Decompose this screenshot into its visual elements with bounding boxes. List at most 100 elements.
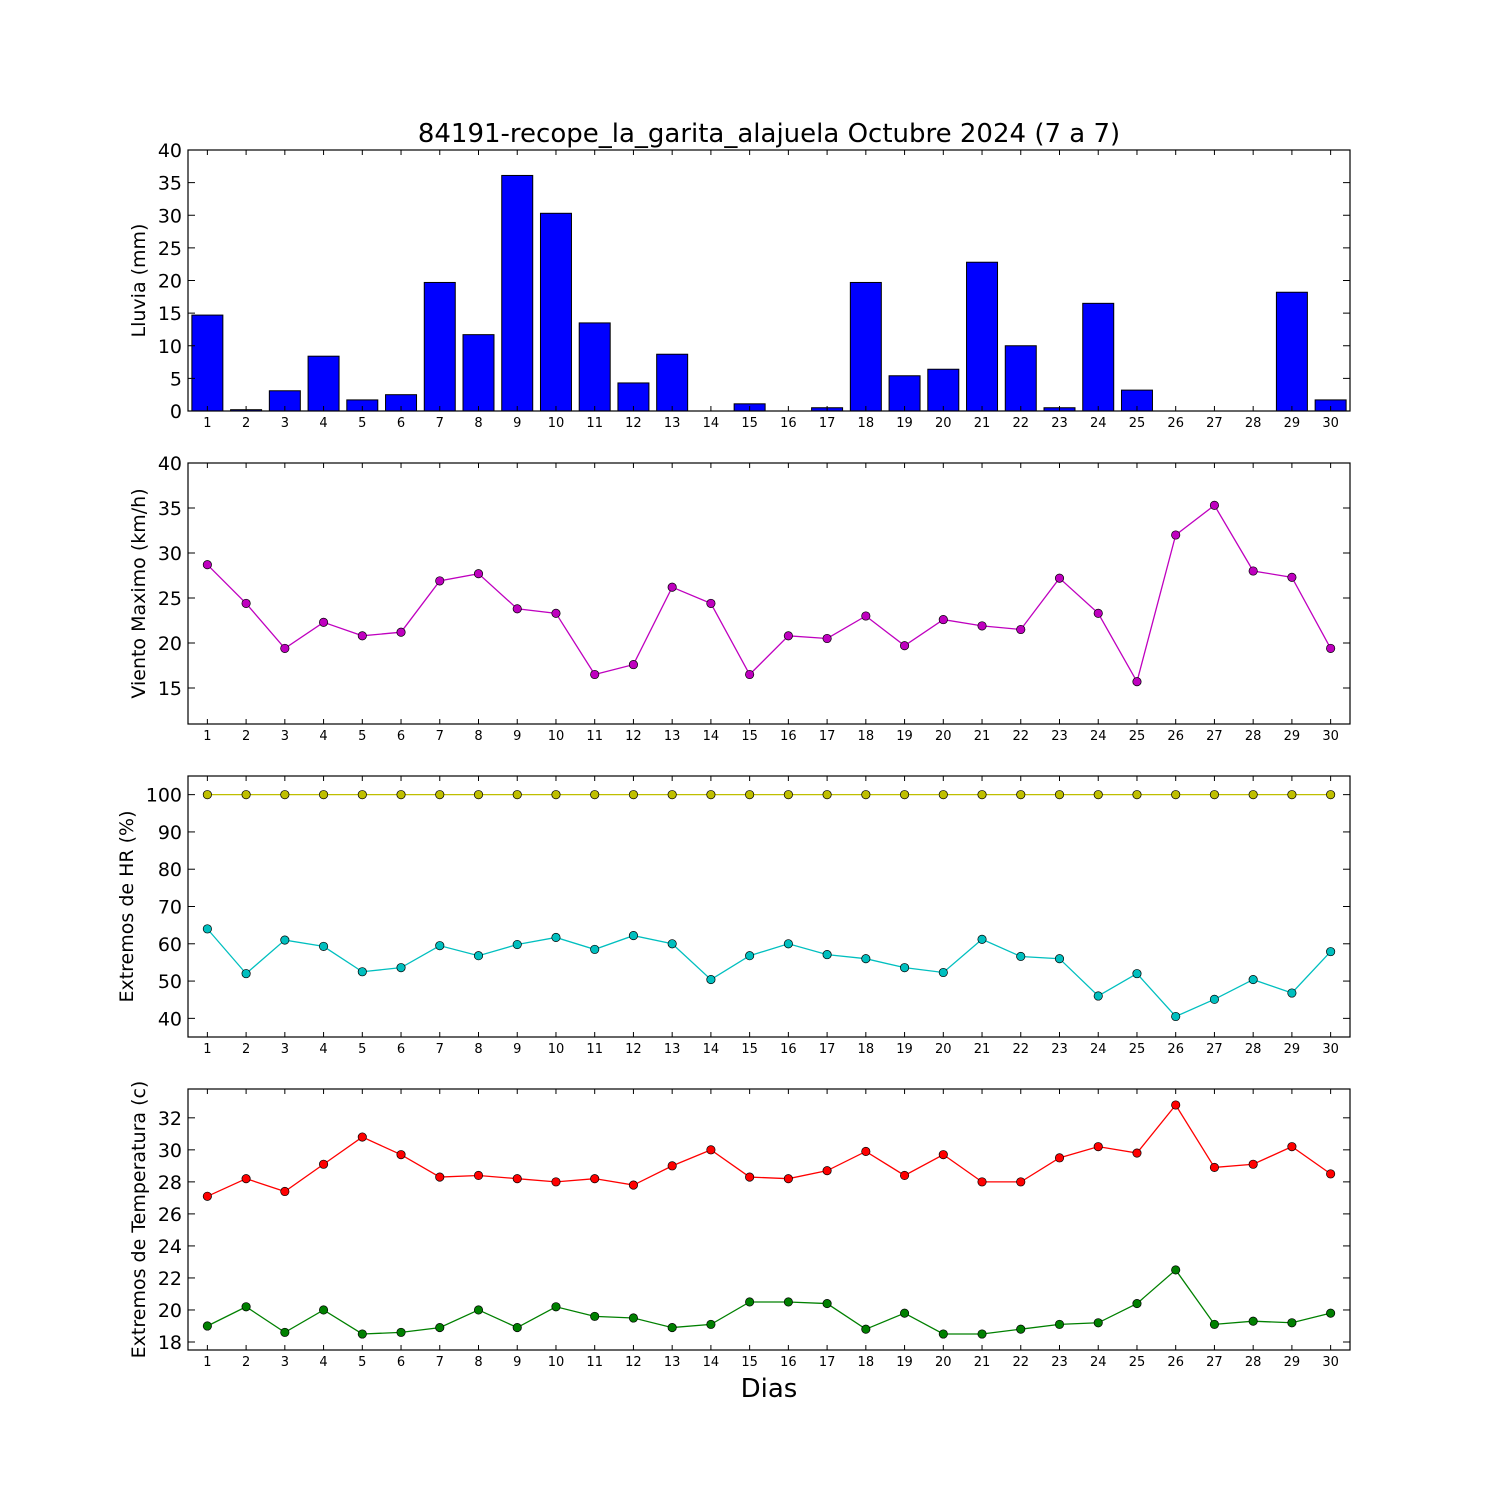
data-point [396,1327,406,1337]
data-point [357,631,367,641]
y-tick-label: 24 [158,1236,182,1258]
x-tick-label: 18 [858,729,875,744]
data-point [202,790,212,800]
x-tick-label: 23 [1051,729,1068,744]
x-tick-label: 7 [436,1042,444,1057]
data-point [706,790,716,800]
x-tick-label: 25 [1129,416,1146,431]
x-tick-label: 25 [1129,1042,1146,1057]
y-axis-label: Viento Maximo (km/h) [128,488,150,698]
x-tick-label: 22 [1012,729,1029,744]
x-tick-label: 17 [819,1355,836,1370]
x-tick-label: 7 [436,1355,444,1370]
x-tick-label: 27 [1206,1355,1223,1370]
data-point [1054,790,1065,800]
y-tick-label: 30 [158,1140,182,1162]
x-tick-label: 21 [974,1355,991,1370]
data-point [1248,1159,1258,1169]
data-point [1016,951,1026,962]
x-tick-label: 3 [281,729,289,744]
x-tick-label: 9 [513,416,521,431]
data-point [396,627,406,637]
y-tick-label: 20 [158,271,182,293]
data-point [977,1329,987,1339]
x-tick-label: 12 [625,1355,642,1370]
y-tick-label: 100 [146,785,182,807]
data-point [822,1299,832,1309]
x-tick-label: 1 [203,416,211,431]
max-wind-panel: 1 2 3 4 5 6 7 8 9 10 11 12 13 14 15 16 17 18 19 20 21 22 23 24 2… [128,453,1351,744]
data-point [512,790,522,800]
x-tick-label: 8 [474,729,482,744]
data-point [1054,1153,1065,1163]
y-tick-label: 25 [158,588,182,610]
x-tick-label: 15 [741,729,758,744]
series-line [207,1268,1331,1335]
data-point [241,969,251,979]
data-point [1093,608,1103,618]
data-point [435,1172,445,1182]
data-point [1093,1142,1103,1152]
x-tick-label: 14 [703,1355,720,1370]
x-tick-label: 29 [1284,729,1301,744]
x-tick-label: 25 [1129,729,1146,744]
x-tick-label: 21 [974,1042,991,1057]
data-point [357,790,367,800]
data-point [900,1308,910,1318]
data-point [512,604,522,614]
data-point [512,1323,522,1333]
data-point [1287,988,1297,998]
x-tick-label: 9 [513,729,521,744]
data-point [900,790,910,800]
x-tick-label: 4 [319,416,327,431]
x-tick-label: 6 [397,1355,405,1370]
data-point [280,790,290,800]
x-tick-label: 13 [664,1355,681,1370]
data-point [319,941,329,951]
data-point [861,1324,871,1334]
data-point [280,935,290,945]
x-tick-label: 12 [625,729,642,744]
data-point [1132,1148,1142,1158]
y-tick-label: 5 [170,368,182,390]
x-tick-label: 28 [1245,1355,1262,1370]
data-point [667,1323,677,1333]
x-tick-label: 23 [1051,1355,1068,1370]
x-tick-label: 10 [548,729,565,744]
data-point [706,598,716,608]
data-point [1287,1142,1297,1152]
data-point [1093,790,1103,800]
y-tick-label: 40 [158,1008,182,1030]
plot-frame [187,775,1351,1038]
y-tick-label: 90 [158,822,182,844]
data-point [1326,1308,1336,1318]
rainfall-bar [539,212,572,412]
y-tick-label: 15 [158,678,182,700]
x-tick-label: 18 [858,1042,875,1057]
x-tick-label: 16 [780,416,797,431]
data-point [241,1302,251,1312]
data-point [202,1321,212,1331]
y-tick-label: 50 [158,971,182,993]
x-tick-label: 22 [1012,416,1029,431]
x-tick-label: 17 [819,729,836,744]
data-point [1287,790,1297,800]
data-point [396,963,406,973]
y-tick-label: 30 [158,543,182,565]
data-point [202,1191,212,1201]
data-point [667,1161,677,1171]
y-tick-label: 0 [170,401,182,423]
data-point [1016,1324,1026,1334]
series-line [206,928,1332,1018]
x-axis-label: Dias [741,1374,798,1404]
x-tick-label: 16 [780,729,797,744]
data-point [319,1159,329,1169]
x-tick-label: 22 [1012,1042,1029,1057]
x-tick-label: 18 [858,1355,875,1370]
data-point [1132,790,1142,800]
data-point [1326,643,1336,653]
rainfall-bar [1004,345,1037,412]
data-point [551,790,561,800]
data-point [1326,947,1336,957]
data-point [473,790,484,800]
